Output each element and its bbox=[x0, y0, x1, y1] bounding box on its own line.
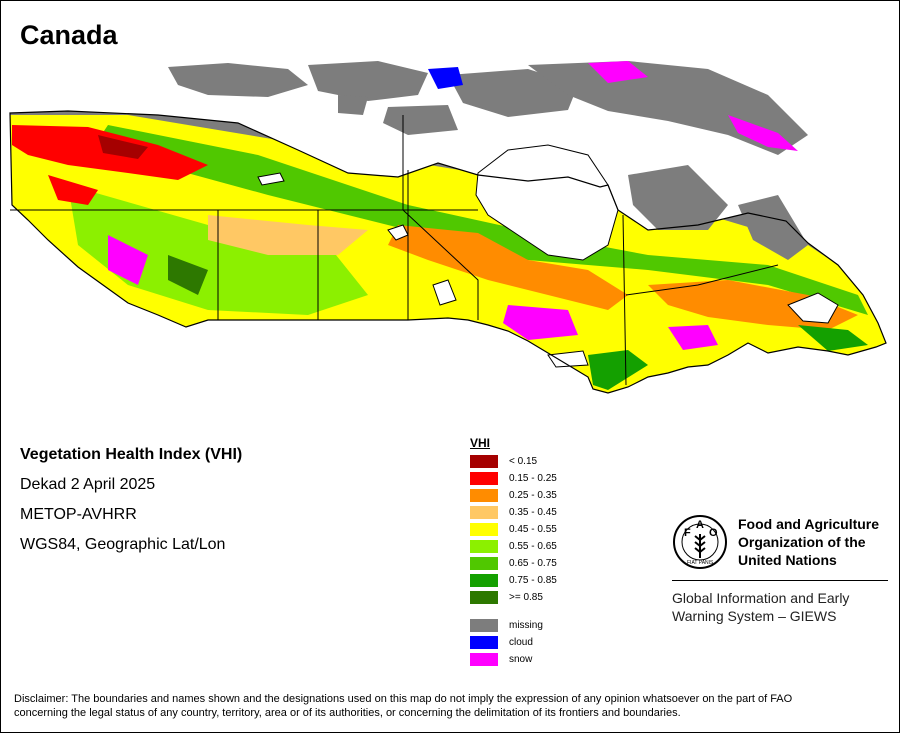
vhi-map bbox=[9, 61, 887, 394]
map-title: Canada bbox=[20, 20, 118, 50]
legend-label: missing bbox=[509, 620, 543, 631]
legend-swatch bbox=[470, 591, 498, 604]
legend-title: VHI bbox=[470, 436, 491, 450]
legend-other: missing cloud snow bbox=[470, 617, 557, 668]
index-name: Vegetation Health Index (VHI) bbox=[20, 446, 243, 463]
projection-label: WGS84, Geographic Lat/Lon bbox=[20, 536, 226, 553]
legend-swatch bbox=[470, 506, 498, 519]
legend-row: >= 0.85 bbox=[470, 589, 557, 606]
legend-row: cloud bbox=[470, 634, 557, 651]
legend-row: missing bbox=[470, 617, 557, 634]
legend-label: 0.25 - 0.35 bbox=[509, 490, 557, 501]
emblem-motto: FIAT PANIS bbox=[687, 560, 714, 566]
legend-label: >= 0.85 bbox=[509, 592, 543, 603]
legend-swatch bbox=[470, 557, 498, 570]
giews-line1: Global Information and Early bbox=[672, 590, 850, 606]
emblem-letter-a: A bbox=[696, 519, 704, 531]
legend-row: < 0.15 bbox=[470, 453, 557, 470]
legend-label: 0.65 - 0.75 bbox=[509, 558, 557, 569]
legend-label: cloud bbox=[509, 637, 533, 648]
legend-row: 0.65 - 0.75 bbox=[470, 555, 557, 572]
legend-swatch bbox=[470, 540, 498, 553]
legend-swatch bbox=[470, 653, 498, 666]
fao-name-line1: Food and Agriculture bbox=[738, 516, 880, 532]
legend-row: 0.35 - 0.45 bbox=[470, 504, 557, 521]
fao-name: Food and Agriculture Organization of the… bbox=[738, 515, 879, 569]
legend-classes: < 0.15 0.15 - 0.25 0.25 - 0.35 0.35 - 0.45 0… bbox=[470, 453, 557, 606]
legend-swatch bbox=[470, 523, 498, 536]
legend-label: 0.55 - 0.65 bbox=[509, 541, 557, 552]
legend-label: 0.35 - 0.45 bbox=[509, 507, 557, 518]
legend-row: 0.55 - 0.65 bbox=[470, 538, 557, 555]
legend-swatch bbox=[470, 472, 498, 485]
legend-label: snow bbox=[509, 654, 533, 665]
legend-row: 0.45 - 0.55 bbox=[470, 521, 557, 538]
fao-logo-block: F A O FIAT PANIS Food and Agriculture Or… bbox=[672, 514, 888, 625]
period-label: Dekad 2 April 2025 bbox=[20, 476, 156, 493]
giews-line2: Warning System – GIEWS bbox=[672, 608, 837, 624]
map-info: Vegetation Health Index (VHI) Dekad 2 Ap… bbox=[20, 440, 242, 560]
legend-label: 0.45 - 0.55 bbox=[509, 524, 557, 535]
divider bbox=[672, 580, 888, 581]
fao-name-line2: Organization of the bbox=[738, 534, 866, 550]
emblem-letter-f: F bbox=[684, 527, 691, 539]
legend-row: 0.25 - 0.35 bbox=[470, 487, 557, 504]
legend-row: snow bbox=[470, 651, 557, 668]
legend-row: 0.75 - 0.85 bbox=[470, 572, 557, 589]
legend-label: 0.75 - 0.85 bbox=[509, 575, 557, 586]
legend-swatch bbox=[470, 619, 498, 632]
vhi-legend: VHI < 0.15 0.15 - 0.25 0.25 - 0.35 0.35 - 0… bbox=[470, 436, 557, 668]
disclaimer: Disclaimer: The boundaries and names sho… bbox=[14, 692, 884, 720]
emblem-letter-o: O bbox=[709, 527, 718, 539]
fao-name-line3: United Nations bbox=[738, 552, 837, 568]
giews-label: Global Information and Early Warning Sys… bbox=[672, 589, 888, 625]
sensor-label: METOP-AVHRR bbox=[20, 506, 137, 523]
legend-label: 0.15 - 0.25 bbox=[509, 473, 557, 484]
legend-label: < 0.15 bbox=[509, 456, 538, 467]
disclaimer-line2: concerning the legal status of any count… bbox=[14, 707, 681, 719]
legend-swatch bbox=[470, 574, 498, 587]
legend-swatch bbox=[470, 455, 498, 468]
legend-row: 0.15 - 0.25 bbox=[470, 470, 557, 487]
disclaimer-line1: Disclaimer: The boundaries and names sho… bbox=[14, 693, 793, 705]
legend-swatch bbox=[470, 489, 498, 502]
legend-swatch bbox=[470, 636, 498, 649]
fao-emblem-icon: F A O FIAT PANIS bbox=[673, 515, 727, 569]
